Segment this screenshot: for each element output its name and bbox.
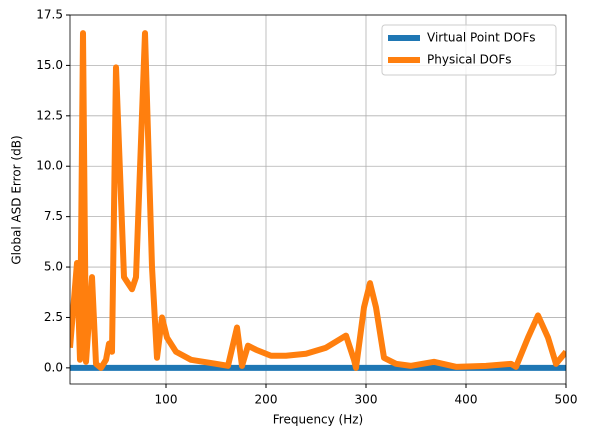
x-tick-label: 100 [155,393,178,407]
y-axis-label: Global ASD Error (dB) [10,135,24,264]
series-line [70,30,566,371]
y-tick-label: 5.0 [44,260,63,274]
y-tick-label: 0.0 [44,360,63,374]
y-tick-label: 12.5 [36,108,63,122]
y-tick-label: 2.5 [44,310,63,324]
y-tick-label: 7.5 [44,209,63,223]
y-tick-label: 15.0 [36,58,63,72]
x-tick-label: 300 [355,393,378,407]
x-tick-label: 200 [255,393,278,407]
plot-frame [69,14,567,385]
legend-label: Virtual Point DOFs [427,31,535,45]
x-tick-label: 400 [455,393,478,407]
y-tick-label: 10.0 [36,159,63,173]
legend-box [381,24,557,76]
legend-label: Physical DOFs [427,53,511,67]
y-tick-label: 17.5 [36,8,63,22]
x-axis-label: Frequency (Hz) [273,413,364,427]
x-tick-label: 500 [555,393,578,407]
